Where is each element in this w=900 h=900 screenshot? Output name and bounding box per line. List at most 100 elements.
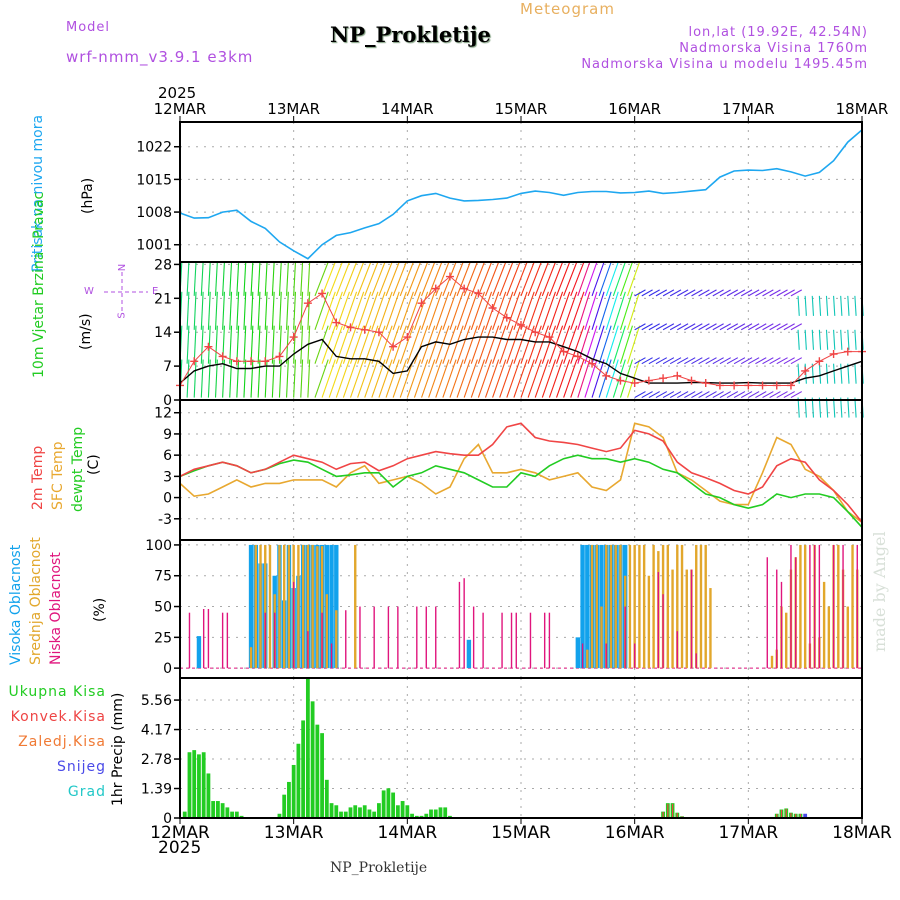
wind-arrow — [748, 357, 760, 365]
low-cloud-bar — [832, 544, 835, 669]
legend-conv-rain: Konvek.Kisa — [10, 709, 106, 725]
wind-arrow — [677, 357, 689, 365]
wind-arrow — [563, 291, 578, 330]
mid-cloud-bar — [680, 544, 684, 669]
y-tick-label: 0 — [163, 393, 172, 409]
compass-cross-icon — [104, 272, 148, 314]
wind-arrow — [378, 325, 393, 364]
total-precip-bar — [320, 733, 324, 818]
low-cloud-bar — [188, 612, 191, 669]
wind-gust-marker — [843, 347, 852, 356]
total-precip-bar — [329, 803, 334, 818]
total-precip-bar — [400, 801, 405, 818]
wind-arrow — [719, 391, 731, 399]
wind-gust-marker — [460, 284, 469, 293]
wind-arrow — [769, 391, 781, 399]
wind-arrow — [541, 325, 557, 364]
wind-arrow — [250, 291, 254, 330]
wind-arrow — [399, 261, 414, 297]
x-tick-label-bottom: 17MAR — [718, 823, 778, 843]
y-tick-label: 12 — [154, 406, 172, 422]
total-precip-bar — [381, 790, 386, 818]
mid-cloud-bar — [586, 649, 589, 669]
wind-arrow — [705, 323, 717, 331]
wind-arrow — [421, 261, 436, 297]
wind-arrow — [349, 261, 365, 297]
low-cloud-bar — [501, 612, 503, 669]
wind-arrow — [236, 261, 240, 296]
wind-arrow — [271, 291, 275, 330]
wind-arrow — [335, 261, 351, 297]
wind-arrow — [733, 323, 746, 331]
low-cloud-bar — [633, 643, 636, 669]
wind-arrow — [243, 261, 247, 296]
wind-gust-marker — [204, 342, 213, 351]
wind-gust-marker — [644, 376, 653, 385]
y-tick-label: 14 — [154, 325, 172, 341]
wind-arrow — [463, 325, 478, 364]
wind-arrow — [186, 291, 190, 330]
wind-arrow — [619, 359, 633, 398]
wind-arrow — [527, 359, 542, 398]
wind-arrow — [556, 261, 571, 297]
wind-arrow — [520, 261, 535, 297]
wind-gust-marker — [346, 323, 355, 332]
mid-cloud-bar — [282, 544, 286, 669]
wind-arrow — [748, 289, 760, 297]
wind-arrow — [840, 295, 843, 316]
mid-cloud-bar — [642, 544, 646, 669]
y-tick-label: 7 — [163, 359, 172, 375]
y-tick-label: 1008 — [136, 205, 172, 221]
wind-arrow — [271, 325, 275, 364]
y-tick-label: 25 — [154, 630, 172, 646]
wind-arrow — [293, 291, 297, 330]
wind-arrow — [825, 295, 829, 316]
mid-cloud-bar — [676, 544, 679, 669]
wind-arrow — [399, 359, 414, 398]
x-tick-label-bottom: 16MAR — [605, 823, 665, 843]
wind-gust-marker — [232, 357, 241, 366]
wind-arrow — [293, 325, 297, 364]
wind-arrow — [726, 357, 739, 365]
wind-arrow — [634, 323, 646, 331]
x-tick-label-top: 14MAR — [381, 100, 434, 118]
wind-arrow — [200, 325, 204, 364]
wind-arrow — [399, 325, 414, 364]
wind-arrow — [548, 359, 564, 398]
total-precip-bar — [353, 805, 358, 818]
wind-arrow — [421, 291, 436, 330]
wind-arrow — [698, 391, 710, 399]
wind-arrow — [648, 391, 660, 399]
wind-arrow — [278, 261, 282, 296]
total-precip-bar — [211, 801, 216, 818]
wind-arrow — [463, 359, 478, 398]
wind-arrow — [833, 363, 836, 384]
wind-arrow — [328, 325, 343, 364]
total-precip-bar — [339, 811, 343, 818]
wind-arrow — [847, 363, 850, 384]
low-cloud-bar — [766, 557, 768, 669]
total-precip-bar — [192, 750, 197, 818]
wind-arrow — [769, 357, 781, 365]
wind-arrow — [641, 391, 653, 399]
bottom-year: 2025 — [158, 838, 202, 858]
lonlat-label: lon,lat (19.92E, 42.54N) — [688, 25, 868, 40]
low-cloud-bar — [373, 606, 375, 669]
total-precip-bar — [301, 720, 306, 818]
low-cloud-bar — [529, 612, 532, 669]
wind-arrow — [612, 291, 626, 330]
total-precip-bar — [187, 752, 192, 818]
wind-arrow — [307, 359, 311, 398]
wind-arrow — [193, 359, 197, 398]
wind-arrow — [307, 261, 311, 296]
wind-arrow — [222, 359, 225, 398]
low-cloud-bar — [202, 609, 205, 669]
mid-cloud-bar — [685, 569, 688, 669]
wind-gust-marker — [332, 318, 341, 327]
wind-arrow — [250, 359, 254, 398]
mid-cloud-bar — [311, 544, 314, 669]
wind-arrow — [222, 291, 225, 330]
y-tick-label: 50 — [154, 600, 172, 616]
wind-arrow — [790, 323, 803, 331]
